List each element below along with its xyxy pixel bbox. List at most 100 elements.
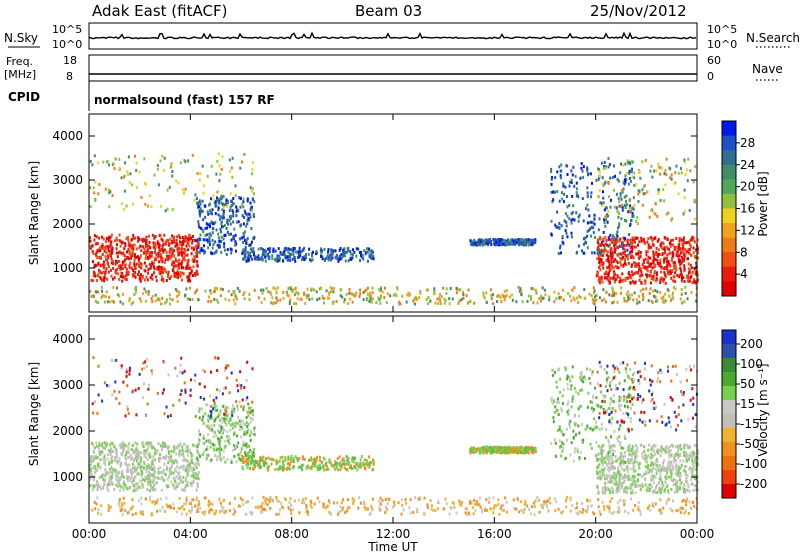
echo-cell — [223, 242, 226, 246]
echo-cell — [677, 464, 680, 468]
echo-cell — [596, 240, 599, 244]
echo-cell — [153, 458, 156, 462]
echo-cell — [613, 482, 616, 486]
echo-cell — [340, 465, 343, 469]
echo-cell — [312, 250, 315, 254]
echo-cell — [149, 276, 152, 280]
echo-cell — [266, 254, 269, 258]
echo-cell — [670, 453, 673, 457]
echo-cell — [609, 238, 612, 242]
echo-cell — [175, 271, 178, 275]
echo-cell — [120, 485, 123, 489]
echo-cell — [623, 489, 626, 493]
echo-cell — [669, 469, 672, 473]
echo-cell — [198, 225, 201, 229]
echo-cell — [445, 287, 448, 291]
echo-cell — [627, 257, 630, 261]
echo-cell — [197, 201, 200, 205]
echo-cell — [365, 288, 368, 292]
echo-cell — [631, 241, 634, 245]
echo-cell — [671, 464, 674, 468]
echo-cell — [186, 236, 189, 240]
echo-cell — [623, 488, 626, 492]
echo-cell — [219, 418, 222, 422]
echo-cell — [691, 462, 694, 466]
echo-cell — [241, 214, 244, 218]
echo-cell — [590, 225, 593, 229]
echo-cell — [664, 487, 667, 491]
echo-cell — [676, 471, 679, 475]
echo-cell — [646, 269, 649, 273]
echo-cell — [693, 240, 696, 244]
echo-cell — [523, 240, 526, 244]
echo-cell — [652, 294, 655, 298]
echo-cell — [685, 168, 688, 172]
echo-cell — [147, 477, 150, 481]
echo-cell — [518, 289, 521, 293]
echo-cell — [668, 251, 671, 255]
echo-cell — [566, 164, 569, 168]
echo-cell — [679, 268, 682, 272]
echo-cell — [676, 250, 679, 254]
echo-cell — [535, 291, 538, 295]
echo-cell — [134, 154, 137, 158]
echo-cell — [558, 199, 561, 203]
echo-cell — [679, 297, 682, 301]
echo-cell — [360, 250, 363, 254]
echo-cell — [110, 450, 113, 454]
echo-cell — [202, 249, 205, 253]
echo-cell — [95, 456, 98, 460]
echo-cell — [94, 299, 97, 303]
echo-cell — [109, 470, 112, 474]
echo-cell — [187, 463, 190, 467]
echo-cell — [654, 288, 657, 292]
echo-cell — [186, 469, 189, 473]
echo-cell — [669, 445, 672, 449]
echo-cell — [691, 459, 694, 463]
echo-cell — [169, 256, 172, 260]
echo-cell — [131, 444, 134, 448]
echo-cell — [599, 249, 602, 253]
echo-cell — [614, 455, 617, 459]
echo-cell — [686, 482, 689, 486]
echo-cell — [138, 451, 141, 455]
echo-cell — [138, 264, 141, 268]
echo-cell — [659, 278, 662, 282]
echo-cell — [240, 435, 243, 439]
echo-cell — [239, 166, 242, 170]
echo-cell — [619, 456, 622, 460]
echo-cell — [651, 275, 654, 279]
echo-cell — [92, 466, 95, 470]
colorbar-segment — [722, 208, 736, 224]
echo-cell — [220, 215, 223, 219]
echo-cell — [165, 270, 168, 274]
echo-cell — [304, 253, 307, 257]
echo-cell — [102, 247, 105, 251]
echo-cell — [695, 299, 698, 303]
echo-cell — [349, 252, 352, 256]
echo-cell — [184, 479, 187, 483]
echo-cell — [230, 232, 233, 236]
echo-cell — [185, 445, 188, 449]
echo-cell — [151, 295, 154, 299]
echo-cell — [663, 459, 666, 463]
echo-cell — [556, 210, 559, 214]
echo-cell — [111, 246, 114, 250]
echo-cell — [611, 288, 614, 292]
echo-cell — [208, 426, 211, 430]
echo-cell — [206, 403, 209, 407]
echo-cell — [223, 248, 226, 252]
echo-cell — [207, 295, 210, 299]
echo-cell — [629, 447, 632, 451]
echo-cell — [135, 459, 138, 463]
echo-cell — [648, 274, 651, 278]
echo-cell — [582, 175, 585, 179]
echo-cell — [246, 461, 249, 465]
echo-cell — [137, 236, 140, 240]
echo-cell — [125, 273, 128, 277]
echo-cell — [299, 252, 302, 256]
echo-cell — [500, 300, 503, 304]
echo-cell — [218, 437, 221, 441]
echo-cell — [602, 201, 605, 205]
echo-cell — [609, 491, 612, 495]
